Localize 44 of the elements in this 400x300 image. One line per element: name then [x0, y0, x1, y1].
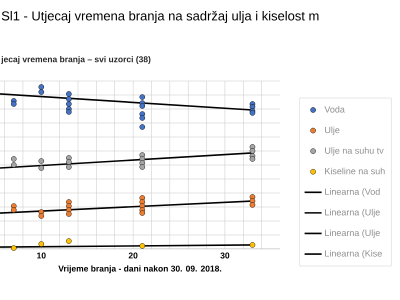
- point: [140, 115, 146, 121]
- legend-label: Ulje na suhu tv: [325, 147, 384, 156]
- x-tick-label: 10: [37, 252, 46, 259]
- point: [140, 103, 146, 109]
- point: [38, 89, 44, 95]
- legend-label: Linearna (Ulje: [325, 208, 380, 218]
- point: [250, 156, 256, 162]
- point: [250, 242, 256, 248]
- point: [66, 159, 72, 165]
- legend-label: Linearna (Kise: [325, 250, 382, 258]
- point: [10, 101, 17, 107]
- point: [38, 158, 44, 164]
- x-tick-label: 20: [128, 252, 138, 259]
- chart-title: Sl1 - Utjecaj vremena branja na sadržaj ulja i kiselost m: [2, 10, 318, 24]
- point: [10, 162, 17, 168]
- legend-label: Linearna (Ulje: [325, 229, 380, 238]
- point: [250, 202, 256, 208]
- point: [140, 94, 146, 100]
- point: [10, 207, 17, 213]
- point: [66, 109, 72, 115]
- point: [66, 101, 72, 107]
- point: [38, 84, 44, 90]
- point: [140, 164, 146, 170]
- point: [140, 210, 146, 216]
- point: [140, 124, 146, 130]
- point: [10, 245, 17, 251]
- x-tick-label: 30: [220, 252, 230, 259]
- legend-label: Voda: [324, 106, 345, 113]
- point: [250, 148, 256, 154]
- point: [38, 241, 44, 247]
- point: [66, 211, 72, 217]
- point: [66, 164, 72, 170]
- x-axis-title: Vrijeme branja - dani nakon 30. 09. 2018.: [58, 265, 222, 274]
- point: [38, 213, 44, 219]
- point: [66, 91, 72, 97]
- point: [66, 238, 72, 244]
- point: [66, 96, 72, 102]
- chart-subtitle: jecaj vremena branja – svi uzorci (38): [1, 56, 150, 64]
- point: [10, 156, 17, 162]
- point: [38, 165, 44, 171]
- legend-label: Linearna (Vod: [325, 188, 380, 197]
- point: [140, 243, 146, 249]
- legend-label: Ulje: [325, 126, 340, 135]
- legend-label: Kiseline na suh: [325, 168, 385, 174]
